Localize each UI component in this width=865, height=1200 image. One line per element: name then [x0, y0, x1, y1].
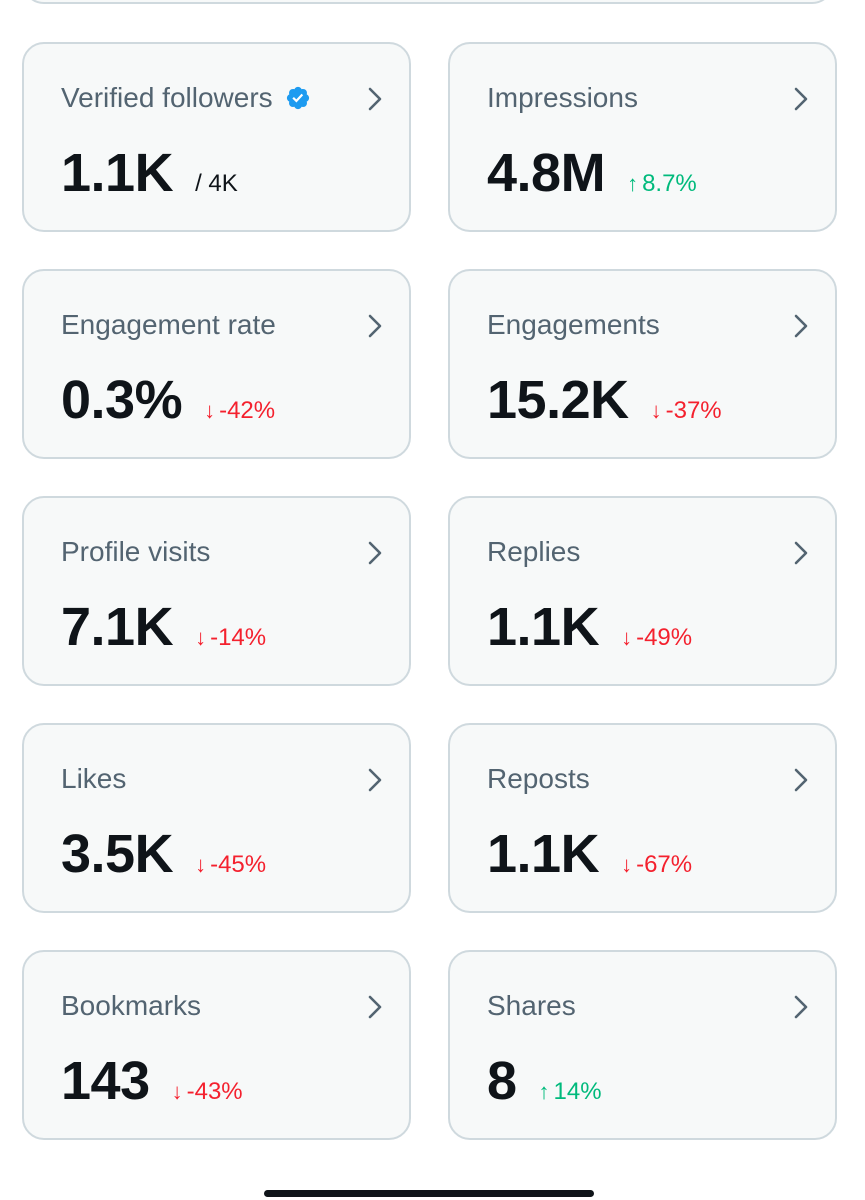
metric-label-wrap: Engagements	[487, 309, 660, 341]
chevron-right-icon	[794, 768, 808, 792]
previous-card-edge	[22, 0, 834, 4]
metric-value-row: 15.2K ↓ -37%	[487, 369, 722, 431]
metric-label: Bookmarks	[61, 990, 202, 1021]
metric-change-value: -43%	[186, 1078, 243, 1105]
metric-label: Shares	[487, 990, 576, 1021]
metric-label-wrap: Impressions	[487, 82, 638, 114]
metric-value: 1.1K	[487, 597, 600, 657]
metric-value-row: 8 ↑ 14%	[487, 1050, 602, 1112]
metric-change-value: 14%	[553, 1078, 602, 1105]
metric-label: Engagements	[487, 309, 660, 340]
metric-value-row: 7.1K ↓ -14%	[61, 596, 266, 658]
chevron-right-icon	[368, 995, 382, 1019]
metric-value-row: 143 ↓ -43%	[61, 1050, 243, 1112]
metric-label-wrap: Reposts	[487, 763, 590, 795]
chevron-right-icon	[368, 768, 382, 792]
metric-label-wrap: Likes	[61, 763, 126, 795]
metric-change: ↓ -42%	[204, 397, 275, 425]
metric-total: / 4K	[195, 170, 238, 197]
metric-card-shares[interactable]: Shares 8 ↑ 14%	[448, 950, 837, 1140]
metric-label: Verified followers	[61, 82, 273, 113]
metric-value: 3.5K	[61, 824, 174, 884]
metric-label: Profile visits	[61, 536, 211, 567]
metric-value-row: 1.1K ↓ -49%	[487, 596, 692, 658]
metric-card-engagements[interactable]: Engagements 15.2K ↓ -37%	[448, 269, 837, 459]
metric-value: 8	[487, 1051, 517, 1111]
metric-label-wrap: Bookmarks	[61, 990, 201, 1022]
metric-value: 1.1K	[61, 143, 174, 203]
metric-change-value: -37%	[665, 397, 722, 424]
arrow-down-icon: ↓	[204, 398, 216, 423]
metric-card-bookmarks[interactable]: Bookmarks 143 ↓ -43%	[22, 950, 411, 1140]
metric-value-row: 0.3% ↓ -42%	[61, 369, 275, 431]
metric-label-wrap: Verified followers	[61, 82, 311, 114]
chevron-right-icon	[794, 314, 808, 338]
metric-label: Replies	[487, 536, 581, 567]
chevron-right-icon	[794, 541, 808, 565]
metric-change-value: -14%	[210, 624, 267, 651]
arrow-up-icon: ↑	[538, 1079, 550, 1104]
metric-card-likes[interactable]: Likes 3.5K ↓ -45%	[22, 723, 411, 913]
metric-card-reposts[interactable]: Reposts 1.1K ↓ -67%	[448, 723, 837, 913]
metric-card-impressions[interactable]: Impressions 4.8M ↑ 8.7%	[448, 42, 837, 232]
metric-change-value: -42%	[219, 397, 276, 424]
metric-change: ↓ -49%	[621, 624, 692, 652]
metric-change: ↓ -45%	[195, 851, 266, 879]
metric-label-wrap: Engagement rate	[61, 309, 276, 341]
metric-label-wrap: Shares	[487, 990, 576, 1022]
metric-value-row: 1.1K / 4K	[61, 142, 238, 204]
chevron-right-icon	[794, 995, 808, 1019]
metric-value-row: 3.5K ↓ -45%	[61, 823, 266, 885]
metric-label: Reposts	[487, 763, 590, 794]
metric-label: Likes	[61, 763, 127, 794]
metric-change-value: 8.7%	[642, 170, 697, 197]
metric-value: 4.8M	[487, 143, 606, 203]
chevron-right-icon	[368, 87, 382, 111]
arrow-down-icon: ↓	[171, 1079, 183, 1104]
metric-card-verified-followers[interactable]: Verified followers 1.1K / 4K	[22, 42, 411, 232]
metric-change: ↓ -43%	[172, 1078, 243, 1106]
metrics-grid: Verified followers 1.1K / 4K Impressions…	[22, 42, 837, 1140]
metric-value-row: 4.8M ↑ 8.7%	[487, 142, 697, 204]
metric-label: Engagement rate	[61, 309, 276, 340]
metric-change-value: -67%	[636, 851, 693, 878]
home-indicator	[264, 1190, 594, 1197]
arrow-down-icon: ↓	[650, 398, 662, 423]
metric-value: 143	[61, 1051, 150, 1111]
chevron-right-icon	[794, 87, 808, 111]
metric-label-wrap: Profile visits	[61, 536, 210, 568]
metric-value: 15.2K	[487, 370, 629, 430]
verified-badge-icon	[286, 86, 309, 110]
metric-value: 1.1K	[487, 824, 600, 884]
arrow-down-icon: ↓	[195, 852, 207, 877]
metric-change: ↑ 8.7%	[627, 170, 697, 198]
metric-card-replies[interactable]: Replies 1.1K ↓ -49%	[448, 496, 837, 686]
metric-change: ↓ -14%	[195, 624, 266, 652]
chevron-right-icon	[368, 541, 382, 565]
metric-label-wrap: Replies	[487, 536, 580, 568]
metric-label: Impressions	[487, 82, 638, 113]
metric-change: ↓ -37%	[651, 397, 722, 425]
metric-change: ↓ -67%	[621, 851, 692, 879]
arrow-down-icon: ↓	[621, 625, 633, 650]
metric-change: ↑ 14%	[539, 1078, 602, 1106]
metric-value: 0.3%	[61, 370, 183, 430]
metric-card-profile-visits[interactable]: Profile visits 7.1K ↓ -14%	[22, 496, 411, 686]
arrow-down-icon: ↓	[621, 852, 633, 877]
metric-value-row: 1.1K ↓ -67%	[487, 823, 692, 885]
arrow-down-icon: ↓	[195, 625, 207, 650]
metric-change-value: -49%	[636, 624, 693, 651]
metric-card-engagement-rate[interactable]: Engagement rate 0.3% ↓ -42%	[22, 269, 411, 459]
metric-change-value: -45%	[210, 851, 267, 878]
metric-value: 7.1K	[61, 597, 174, 657]
chevron-right-icon	[368, 314, 382, 338]
arrow-up-icon: ↑	[627, 171, 639, 196]
